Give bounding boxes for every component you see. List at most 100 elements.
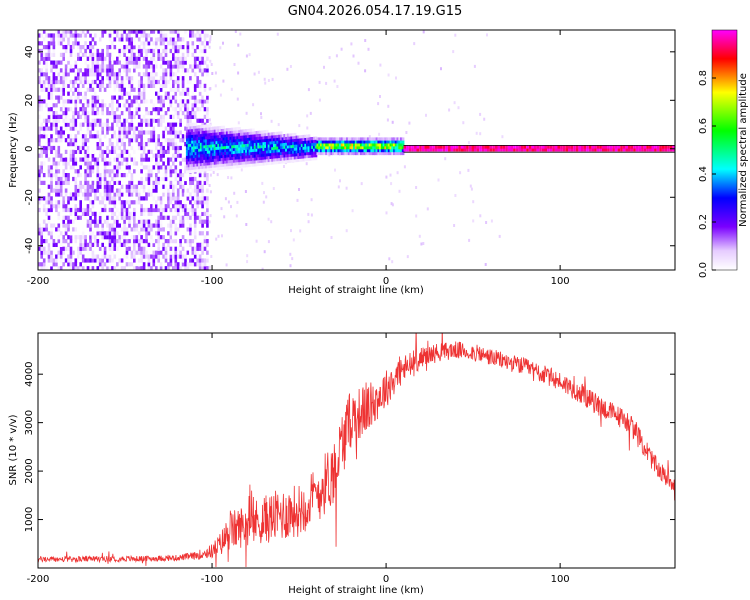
heatmap-cell [219, 146, 222, 150]
heatmap-cell [181, 56, 185, 61]
heatmap-cell [330, 149, 333, 153]
heatmap-cell [145, 227, 148, 232]
heatmap-cell [108, 184, 112, 189]
heatmap-cell [147, 60, 151, 65]
heatmap-cell [311, 145, 314, 149]
heatmap-cell [174, 87, 178, 92]
heatmap-cell [84, 134, 87, 139]
heatmap-cell [59, 153, 63, 158]
heatmap-cell [220, 131, 224, 135]
heatmap-cell [69, 122, 73, 127]
heatmap-cell [38, 60, 41, 65]
heatmap-cell [252, 157, 255, 161]
heatmap-cell [79, 76, 82, 81]
heatmap-cell [116, 83, 119, 88]
heatmap-cell [210, 255, 213, 258]
heatmap-cell [184, 176, 187, 182]
heatmap-cell [339, 179, 341, 183]
heatmap-cell [296, 198, 299, 202]
heatmap-cell [120, 126, 124, 131]
heatmap-cell [189, 207, 192, 213]
heatmap-cell [150, 122, 153, 127]
heatmap-cell [299, 149, 302, 153]
heatmap-cell [231, 130, 234, 134]
heatmap-cell [220, 154, 224, 159]
heatmap-cell [52, 103, 56, 108]
heatmap-cell [373, 146, 377, 150]
heatmap-cell [152, 41, 156, 46]
heatmap-cell [248, 140, 252, 144]
heatmap-cell [130, 45, 134, 50]
heatmap-cell [96, 165, 100, 170]
heatmap-cell [47, 114, 51, 119]
heatmap-cell [269, 141, 273, 145]
heatmap-cell [332, 137, 335, 141]
heatmap-cell [142, 153, 146, 158]
heatmap-cell [172, 266, 175, 270]
heatmap-cell [67, 103, 70, 108]
heatmap-cell [142, 56, 146, 61]
heatmap-cell [230, 205, 232, 209]
heatmap-cell [152, 138, 156, 143]
heatmap-cell [96, 239, 100, 244]
heatmap-cell [479, 145, 482, 149]
heatmap-cell [67, 207, 70, 213]
heatmap-cell [215, 152, 219, 156]
heatmap-cell [145, 142, 148, 147]
heatmap-cell [150, 79, 153, 85]
heatmap-cell [189, 231, 192, 236]
heatmap-cell [123, 223, 126, 228]
heatmap-cell [108, 45, 112, 50]
heatmap-cell [145, 83, 148, 88]
heatmap-cell [259, 136, 262, 140]
heatmap-cell [74, 169, 78, 174]
heatmap-cell [38, 126, 41, 131]
heatmap-cell [189, 30, 192, 34]
heatmap-cell [62, 87, 65, 92]
heatmap-cell [74, 118, 78, 123]
heatmap-cell [217, 140, 220, 144]
heatmap-cell [176, 262, 180, 267]
heatmap-cell [118, 145, 121, 151]
heatmap-cell [295, 156, 299, 160]
heatmap-cell [264, 147, 267, 151]
heatmap-cell [472, 200, 475, 204]
heatmap-cell [203, 114, 207, 119]
heatmap-cell [189, 258, 192, 263]
heatmap-cell [142, 142, 146, 147]
heatmap-cell [304, 146, 307, 150]
heatmap-cell [152, 118, 156, 123]
heatmap-cell [128, 72, 131, 77]
heatmap-cell [363, 140, 367, 144]
heatmap-cell [246, 158, 250, 162]
heatmap-cell [47, 196, 51, 201]
heatmap-cell [304, 140, 307, 144]
heatmap-cell [162, 126, 165, 131]
heatmap-cell [125, 126, 129, 131]
heatmap-cell [50, 258, 53, 263]
heatmap-cell [217, 126, 220, 130]
heatmap-cell [98, 122, 102, 127]
heatmap-cell [332, 149, 335, 153]
heatmap-cell [196, 148, 199, 152]
heatmap-cell [77, 95, 80, 100]
heatmap-cell [421, 145, 425, 149]
heatmap-cell [469, 184, 472, 188]
heatmap-cell [96, 48, 100, 54]
heatmap-cell [659, 145, 662, 149]
heatmap-cell [133, 246, 136, 251]
heatmap-cell [106, 169, 109, 174]
heatmap-cell [628, 148, 631, 152]
heatmap-cell [57, 200, 61, 205]
heatmap-cell [398, 137, 401, 141]
heatmap-cell [69, 134, 73, 139]
heatmap-cell [203, 239, 207, 244]
heatmap-cell [111, 149, 114, 154]
heatmap-cell [295, 153, 299, 157]
heatmap-cell [203, 37, 207, 42]
heatmap-cell [77, 169, 80, 174]
heatmap-cell [164, 165, 168, 170]
heatmap-cell [155, 153, 158, 158]
heatmap-cell [510, 148, 514, 152]
